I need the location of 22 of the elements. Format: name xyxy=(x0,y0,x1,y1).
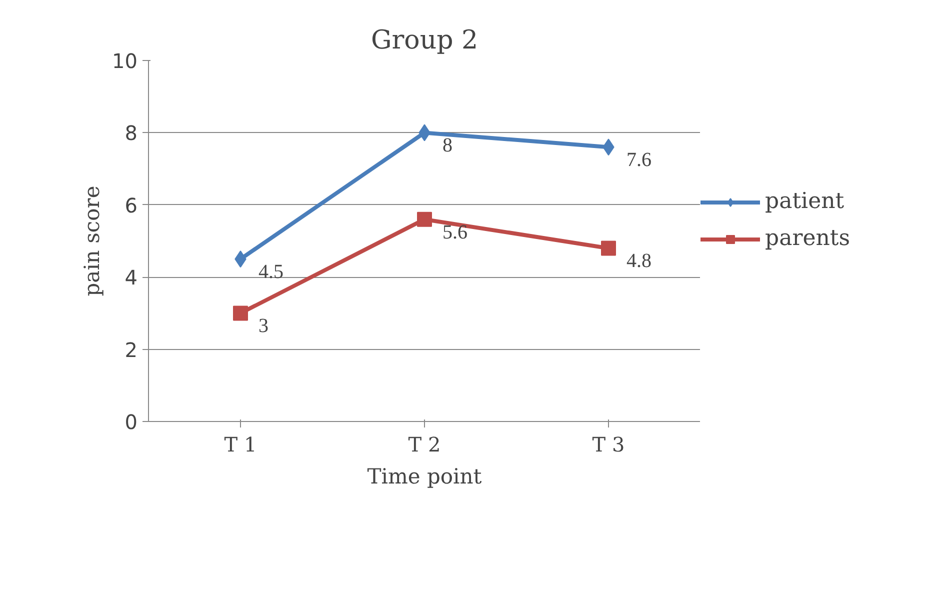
y-tick-label: 0 xyxy=(124,410,138,434)
legend-label: parents xyxy=(765,226,850,251)
y-tick-label: 8 xyxy=(124,121,138,146)
y-tick-label: 4 xyxy=(124,266,138,290)
y-tick-label: 10 xyxy=(112,49,138,73)
y-tick-label: 2 xyxy=(124,338,138,362)
point xyxy=(601,240,616,256)
data-label: 4.8 xyxy=(626,250,652,272)
point xyxy=(233,306,248,321)
chart-title: Group 2 xyxy=(370,26,478,56)
y-tick-label: 6 xyxy=(124,193,138,218)
data-label: 8 xyxy=(442,134,452,157)
legend-label: patient xyxy=(765,189,844,214)
point xyxy=(417,212,432,227)
data-label: 7.6 xyxy=(626,149,652,172)
x-tick-label: T 3 xyxy=(592,432,625,456)
x-axis-title: Time point xyxy=(367,464,482,488)
x-tick-label: T 2 xyxy=(408,432,441,456)
data-label: 5.6 xyxy=(442,221,468,244)
y-axis-title: pain score xyxy=(80,186,104,296)
data-label: 3 xyxy=(258,315,268,338)
x-tick-label: T 1 xyxy=(224,432,257,456)
